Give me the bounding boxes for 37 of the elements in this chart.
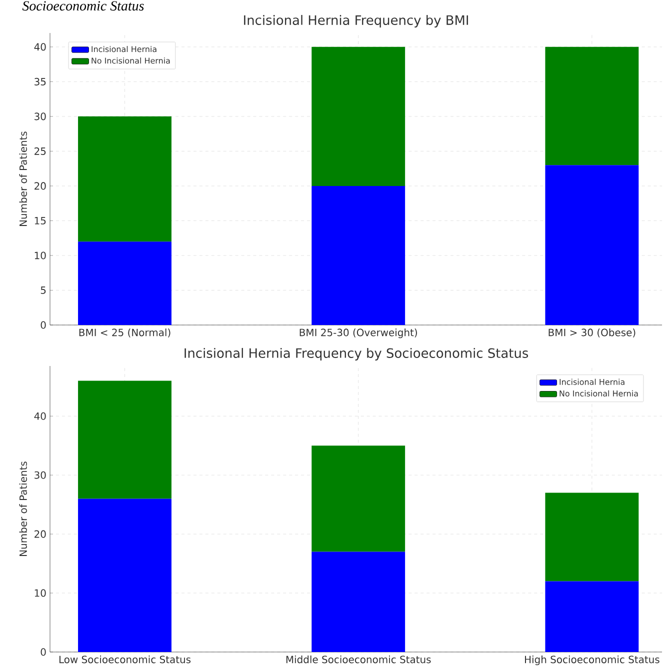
bar xyxy=(312,446,406,552)
y-tick-label: 0 xyxy=(40,321,46,329)
x-tick-label: BMI 25-30 (Overweight) xyxy=(300,328,417,338)
bar xyxy=(312,186,406,326)
y-tick-label: 20 xyxy=(34,530,46,538)
y-tick-label: 35 xyxy=(34,78,46,86)
bar xyxy=(312,46,406,186)
bar xyxy=(545,46,639,166)
y-axis-title: Number of Patients xyxy=(19,132,27,226)
y-tick-label: 0 xyxy=(40,648,46,656)
y-tick-label: 40 xyxy=(34,43,46,51)
x-tick-label: Middle Socioeconomic Status xyxy=(286,656,431,664)
x-tick-label: BMI < 25 (Normal) xyxy=(79,328,170,338)
y-tick-label: 30 xyxy=(34,471,46,479)
y-tick-label: 40 xyxy=(34,412,46,420)
bar xyxy=(545,492,639,582)
x-tick-label: High Socioeconomic Status xyxy=(525,656,660,666)
bar xyxy=(545,581,639,652)
y-tick-label: 20 xyxy=(34,182,46,190)
chart-title: Incisional Hernia Frequency by Socioeconomic Status xyxy=(184,348,528,360)
x-tick-label: BMI > 30 (Obese) xyxy=(548,328,636,338)
bar xyxy=(78,242,172,326)
bar xyxy=(78,116,172,242)
y-tick-label: 30 xyxy=(34,112,46,120)
bar xyxy=(312,552,406,652)
y-tick-label: 25 xyxy=(34,147,46,155)
bar xyxy=(78,498,172,652)
y-tick-label: 5 xyxy=(40,286,46,294)
bar xyxy=(78,380,172,499)
y-tick-label: 10 xyxy=(34,589,46,597)
y-axis-title: Number of Patients xyxy=(19,462,27,556)
y-tick-label: 15 xyxy=(34,217,46,224)
text: Socioeconomic Status xyxy=(22,1,144,11)
bar xyxy=(545,165,639,326)
y-tick-label: 10 xyxy=(34,252,46,260)
chart-title: Incisional Hernia Frequency by BMI xyxy=(244,14,468,28)
x-tick-label: Low Socioeconomic Status xyxy=(59,656,191,664)
